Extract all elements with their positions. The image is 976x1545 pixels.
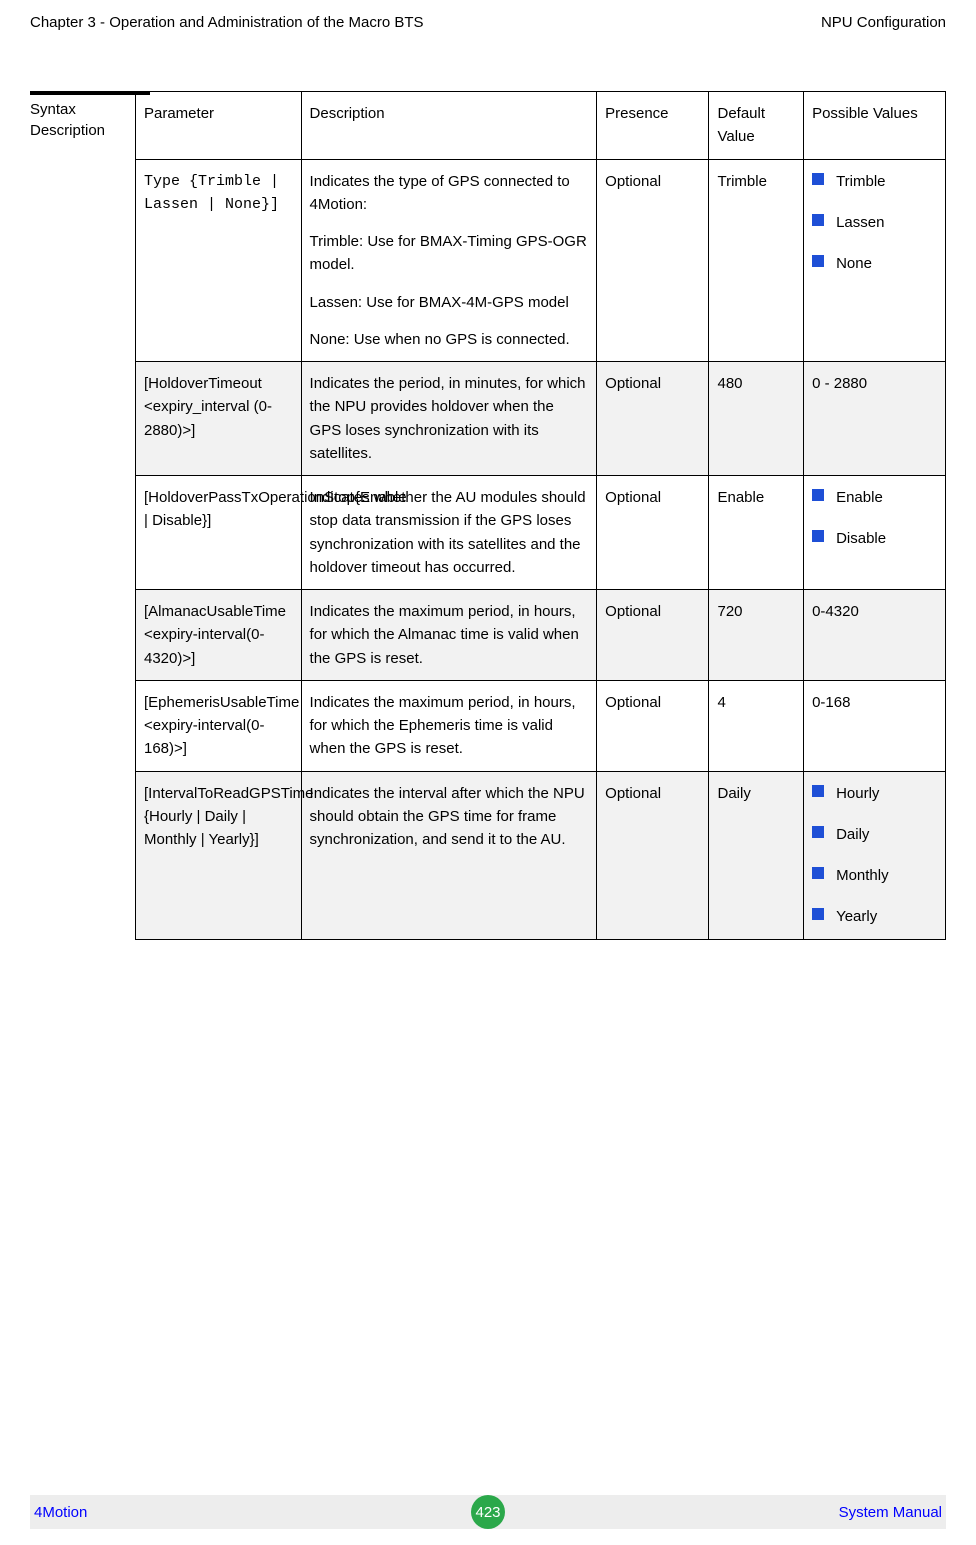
- cell-description: Indicates the type of GPS connected to 4…: [301, 159, 597, 362]
- possible-value-item: Disable: [812, 527, 937, 550]
- possible-value-item: Monthly: [812, 864, 937, 887]
- cell-possible: Hourly Daily Monthly Yearly: [804, 771, 946, 939]
- page-footer: 4Motion 423 System Manual: [0, 1495, 976, 1529]
- cell-presence: Optional: [597, 362, 709, 476]
- footer-right: System Manual: [835, 1504, 946, 1521]
- table-row: [AlmanacUsableTime <expiry-interval(0-43…: [136, 590, 946, 681]
- syntax-label-line2: Description: [30, 120, 135, 141]
- table-row: [HoldoverTimeout <expiry_interval (0-288…: [136, 362, 946, 476]
- description-text: Indicates the type of GPS connected to 4…: [310, 170, 589, 217]
- description-text: Indicates the interval after which the N…: [310, 782, 589, 852]
- cell-description: Indicates the maximum period, in hours, …: [301, 590, 597, 681]
- cell-possible: 0 - 2880: [804, 362, 946, 476]
- cell-default: 480: [709, 362, 804, 476]
- parameter-table: Parameter Description Presence Default V…: [135, 91, 946, 940]
- cell-parameter: [EphemerisUsableTime <expiry-interval(0-…: [136, 680, 302, 771]
- cell-possible: 0-4320: [804, 590, 946, 681]
- header-section: NPU Configuration: [821, 14, 946, 31]
- possible-value-item: Yearly: [812, 905, 937, 928]
- table-row: Type {Trimble | Lassen | None}]Indicates…: [136, 159, 946, 362]
- cell-default: 4: [709, 680, 804, 771]
- possible-values-list: Trimble Lassen None: [812, 170, 937, 276]
- cell-parameter: [AlmanacUsableTime <expiry-interval(0-43…: [136, 590, 302, 681]
- cell-possible: Enable Disable: [804, 476, 946, 590]
- table-row: [HoldoverPassTxOperationStop{Enable | Di…: [136, 476, 946, 590]
- footer-page-number: 423: [471, 1495, 505, 1529]
- possible-value-item: None: [812, 252, 937, 275]
- cell-parameter: [HoldoverTimeout <expiry_interval (0-288…: [136, 362, 302, 476]
- description-text: None: Use when no GPS is connected.: [310, 328, 589, 351]
- th-possible: Possible Values: [804, 92, 946, 160]
- section-rule: [30, 91, 150, 95]
- th-parameter: Parameter: [136, 92, 302, 160]
- possible-values-list: Enable Disable: [812, 486, 937, 551]
- cell-default: Trimble: [709, 159, 804, 362]
- cell-presence: Optional: [597, 680, 709, 771]
- possible-value-item: Enable: [812, 486, 937, 509]
- syntax-label-line1: Syntax: [30, 99, 135, 120]
- description-text: Indicates the maximum period, in hours, …: [310, 691, 589, 761]
- cell-description: Indicates whether the AU modules should …: [301, 476, 597, 590]
- table-row: [IntervalToReadGPSTime {Hourly | Daily |…: [136, 771, 946, 939]
- footer-left: 4Motion: [30, 1504, 91, 1521]
- cell-description: Indicates the maximum period, in hours, …: [301, 680, 597, 771]
- cell-presence: Optional: [597, 476, 709, 590]
- cell-parameter: Type {Trimble | Lassen | None}]: [136, 159, 302, 362]
- cell-description: Indicates the interval after which the N…: [301, 771, 597, 939]
- description-text: Indicates the maximum period, in hours, …: [310, 600, 589, 670]
- possible-value-item: Trimble: [812, 170, 937, 193]
- cell-default: Enable: [709, 476, 804, 590]
- possible-value-item: Daily: [812, 823, 937, 846]
- cell-possible: 0-168: [804, 680, 946, 771]
- description-text: Trimble: Use for BMAX-Timing GPS-OGR mod…: [310, 230, 589, 277]
- table-header-row: Parameter Description Presence Default V…: [136, 92, 946, 160]
- cell-description: Indicates the period, in minutes, for wh…: [301, 362, 597, 476]
- possible-values-list: Hourly Daily Monthly Yearly: [812, 782, 937, 929]
- description-text: Indicates whether the AU modules should …: [310, 486, 589, 579]
- cell-default: 720: [709, 590, 804, 681]
- header-chapter: Chapter 3 - Operation and Administration…: [30, 14, 424, 31]
- table-row: [EphemerisUsableTime <expiry-interval(0-…: [136, 680, 946, 771]
- cell-parameter: [IntervalToReadGPSTime {Hourly | Daily |…: [136, 771, 302, 939]
- possible-value-item: Hourly: [812, 782, 937, 805]
- th-default: Default Value: [709, 92, 804, 160]
- cell-presence: Optional: [597, 590, 709, 681]
- possible-value-item: Lassen: [812, 211, 937, 234]
- cell-parameter: [HoldoverPassTxOperationStop{Enable | Di…: [136, 476, 302, 590]
- cell-presence: Optional: [597, 159, 709, 362]
- cell-default: Daily: [709, 771, 804, 939]
- description-text: Indicates the period, in minutes, for wh…: [310, 372, 589, 465]
- cell-presence: Optional: [597, 771, 709, 939]
- th-description: Description: [301, 92, 597, 160]
- description-text: Lassen: Use for BMAX-4M-GPS model: [310, 291, 589, 314]
- th-presence: Presence: [597, 92, 709, 160]
- cell-possible: Trimble Lassen None: [804, 159, 946, 362]
